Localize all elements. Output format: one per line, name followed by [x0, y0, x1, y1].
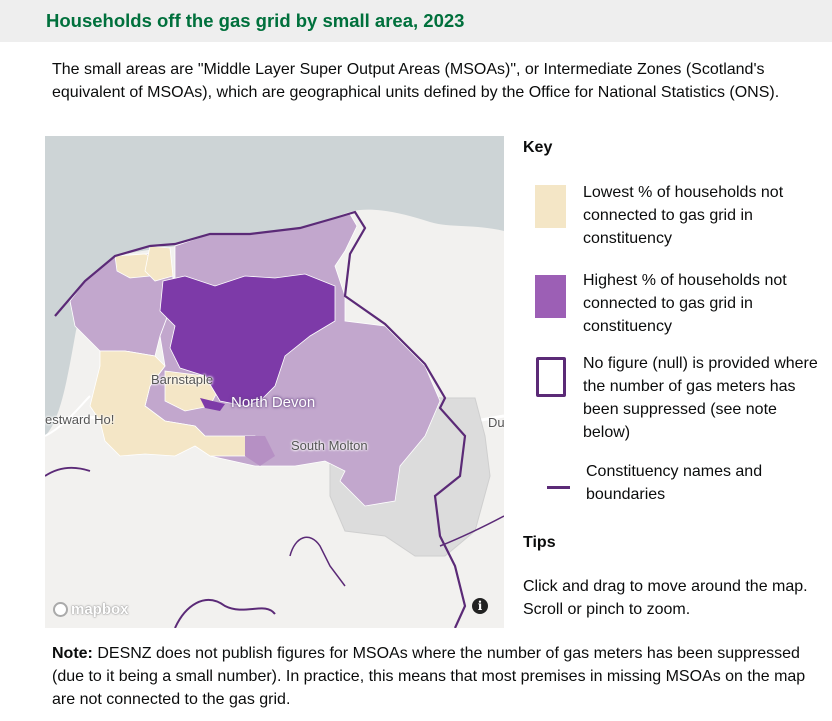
key-label-boundaries: Constituency names and boundaries	[586, 463, 763, 503]
key-label-highest: Highest % of households not connected to…	[583, 272, 787, 335]
note-label: Note:	[52, 645, 93, 662]
msoa-highest	[159, 273, 336, 407]
map-label-north-devon: North Devon	[231, 394, 316, 411]
map-graphic	[45, 136, 504, 628]
note-body: DESNZ does not publish figures for MSOAs…	[52, 645, 806, 708]
tips-text: Click and drag to move around the map. S…	[523, 578, 808, 618]
boundary-south	[174, 599, 276, 628]
key-swatch-highest	[535, 275, 566, 318]
key-label-null: No figure (null) is provided where the n…	[583, 355, 818, 441]
mapbox-logo[interactable]: mapbox	[53, 601, 129, 618]
page-title: Households off the gas grid by small are…	[46, 10, 465, 31]
map-label-barnstaple: Barnstaple	[151, 372, 214, 387]
tips-heading: Tips	[523, 534, 556, 551]
map-label-du: Du	[488, 415, 504, 430]
boundary-east	[439, 515, 504, 547]
map-label-westward-ho: estward Ho!	[45, 412, 115, 427]
intro-text: The small areas are "Middle Layer Super …	[52, 61, 780, 101]
key-swatch-null	[536, 357, 566, 397]
constituency-boundary-west	[45, 466, 91, 477]
note-text: Note: DESNZ does not publish figures for…	[52, 642, 822, 711]
mapbox-logo-icon	[53, 602, 68, 617]
msoa-mid-small	[245, 436, 275, 466]
mapbox-logo-text: mapbox	[71, 601, 129, 618]
boundary-south-2	[289, 536, 346, 587]
key-boundary-line-icon	[547, 486, 570, 489]
info-icon[interactable]: i	[472, 598, 488, 614]
coast-road	[45, 395, 91, 437]
key-label-lowest: Lowest % of households not connected to …	[583, 184, 784, 247]
map-canvas[interactable]: Barnstaple North Devon South Molton estw…	[45, 136, 504, 628]
key-heading: Key	[523, 139, 553, 156]
constituency-boundary-north-devon	[54, 210, 467, 628]
msoa-highest-small	[200, 398, 225, 411]
msoa-lowest-north-2	[144, 245, 174, 282]
key-swatch-lowest	[535, 185, 566, 228]
map-label-south-molton: South Molton	[291, 438, 368, 453]
title-bar: Households off the gas grid by small are…	[0, 0, 832, 42]
sea-area	[45, 136, 504, 436]
